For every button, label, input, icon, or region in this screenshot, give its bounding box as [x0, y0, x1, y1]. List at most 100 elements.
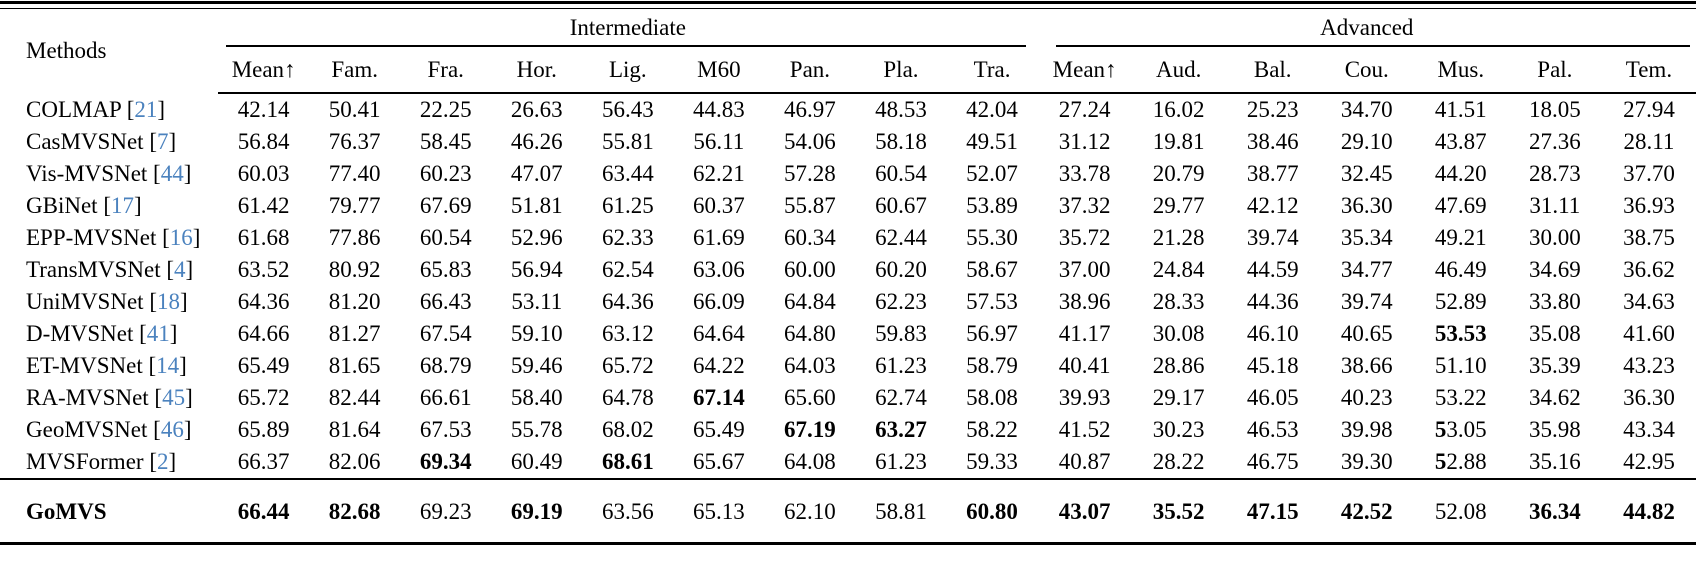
value-cell: 55.30: [966, 225, 1018, 250]
column-header-tem: Tem.: [1601, 47, 1696, 94]
citation-link[interactable]: 41: [146, 321, 170, 346]
citation-link[interactable]: 4: [174, 257, 186, 282]
value-cell: 34.62: [1528, 385, 1581, 410]
value-cell: 36.30: [1340, 193, 1393, 218]
value-cell: 21.28: [1152, 225, 1205, 250]
value-cell: 58.08: [966, 385, 1018, 410]
value-cell: 79.77: [328, 193, 381, 218]
value-cell: 61.25: [601, 193, 654, 218]
citation-link[interactable]: 7: [156, 129, 169, 154]
value-cell: 52.96: [510, 225, 563, 250]
value-cell: 58.79: [966, 353, 1018, 378]
result-row-gomvs: GoMVS 66.44 82.68 69.23 69.19 63.56 65.13 62.10…: [0, 478, 1696, 544]
value-cell: 58.67: [966, 257, 1018, 282]
value-cell: 42.14: [237, 97, 290, 122]
value-cell: 20.79: [1152, 161, 1205, 186]
value-cell: 67.19: [784, 417, 836, 442]
value-cell: 31.12: [1058, 129, 1111, 154]
citation-link[interactable]: 44: [160, 161, 184, 186]
value-cell: 41.17: [1058, 321, 1111, 346]
value-cell: 46.05: [1246, 385, 1299, 410]
column-header-aud: Aud.: [1131, 47, 1226, 94]
value-cell: 60.54: [875, 161, 927, 186]
column-header-pal: Pal.: [1507, 47, 1602, 94]
value-cell: 68.02: [601, 417, 654, 442]
value-cell: 18.05: [1528, 97, 1581, 122]
value-cell: 48.53: [875, 97, 927, 122]
value-cell: 60.00: [784, 257, 836, 282]
column-header-hor: Hor.: [491, 47, 583, 94]
value-cell: 60.49: [510, 449, 563, 474]
value-cell: 57.28: [784, 161, 836, 186]
value-cell: 41.51: [1434, 97, 1487, 122]
method-name: EPP-MVSNet: [26, 225, 157, 250]
value-cell: 50.41: [328, 97, 381, 122]
value-cell: 47.15: [1225, 478, 1320, 544]
citation-link[interactable]: 45: [162, 385, 186, 410]
citation-link[interactable]: 46: [160, 417, 184, 442]
value-cell: 36.93: [1623, 193, 1675, 218]
citation-link[interactable]: 16: [169, 225, 193, 250]
value-cell: 28.33: [1152, 289, 1205, 314]
value-cell: 40.23: [1340, 385, 1393, 410]
methods-column-header: Methods: [26, 38, 107, 63]
citation-link[interactable]: 2: [156, 449, 169, 474]
value-cell: 39.93: [1058, 385, 1111, 410]
value-cell: 47.07: [510, 161, 563, 186]
value-cell: 42.95: [1623, 449, 1675, 474]
value-cell: 39.74: [1340, 289, 1393, 314]
table-row: GBiNet [17] 61.42 79.77 67.69 51.81 61.25 60.3…: [0, 190, 1696, 222]
value-cell: 39.98: [1340, 417, 1393, 442]
value-cell: 77.40: [328, 161, 381, 186]
value-cell: 64.66: [237, 321, 290, 346]
value-cell: 56.11: [693, 129, 745, 154]
value-cell: 64.84: [784, 289, 836, 314]
value-cell: 81.64: [328, 417, 381, 442]
value-cell: 60.34: [784, 225, 836, 250]
value-cell: 66.61: [419, 385, 472, 410]
method-name: RA-MVSNet: [26, 385, 149, 410]
value-cell: 42.52: [1319, 478, 1414, 544]
top-rule-thick: [0, 1, 1696, 4]
value-cell: 56.43: [601, 97, 654, 122]
value-cell: 28.86: [1152, 353, 1205, 378]
value-cell: 64.08: [784, 449, 836, 474]
citation-link[interactable]: 14: [156, 353, 180, 378]
value-cell: 69.23: [400, 478, 492, 544]
method-name-cell: TransMVSNet [4]: [26, 257, 194, 282]
value-cell: 36.62: [1623, 257, 1675, 282]
value-cell: 63.44: [601, 161, 654, 186]
value-cell: 36.34: [1507, 478, 1602, 544]
citation-link[interactable]: 17: [110, 193, 134, 218]
citation-link[interactable]: 18: [156, 289, 180, 314]
value-cell: 62.23: [875, 289, 927, 314]
value-cell: 27.24: [1058, 97, 1111, 122]
value-cell: 34.77: [1340, 257, 1393, 282]
value-cell: 39.30: [1340, 449, 1393, 474]
value-cell: 60.80: [946, 478, 1038, 544]
value-cell: 25.23: [1246, 97, 1299, 122]
method-name-cell: UniMVSNet [18]: [26, 289, 188, 314]
value-cell: 34.70: [1340, 97, 1393, 122]
value-cell: 64.36: [601, 289, 654, 314]
value-cell: 68.61: [601, 449, 654, 474]
value-cell: 29.77: [1152, 193, 1205, 218]
value-cell: 61.23: [875, 449, 927, 474]
value-cell: 57.53: [966, 289, 1018, 314]
method-name: COLMAP: [26, 96, 121, 122]
value-cell: 53.05: [1434, 417, 1487, 442]
value-cell: 63.56: [582, 478, 674, 544]
column-header-mus: Mus.: [1413, 47, 1508, 94]
value-cell: 58.22: [966, 417, 1018, 442]
method-name-cell: ET-MVSNet [14]: [26, 353, 187, 378]
citation-link[interactable]: 21: [134, 96, 158, 122]
value-cell: 35.16: [1528, 449, 1581, 474]
value-cell: 43.87: [1434, 129, 1487, 154]
value-cell: 77.86: [328, 225, 381, 250]
value-cell: 55.87: [784, 193, 836, 218]
value-cell: 44.59: [1246, 257, 1299, 282]
value-cell: 30.00: [1528, 225, 1581, 250]
value-cell: 69.19: [491, 478, 583, 544]
value-cell: 37.70: [1623, 161, 1675, 186]
value-cell: 64.03: [784, 353, 836, 378]
